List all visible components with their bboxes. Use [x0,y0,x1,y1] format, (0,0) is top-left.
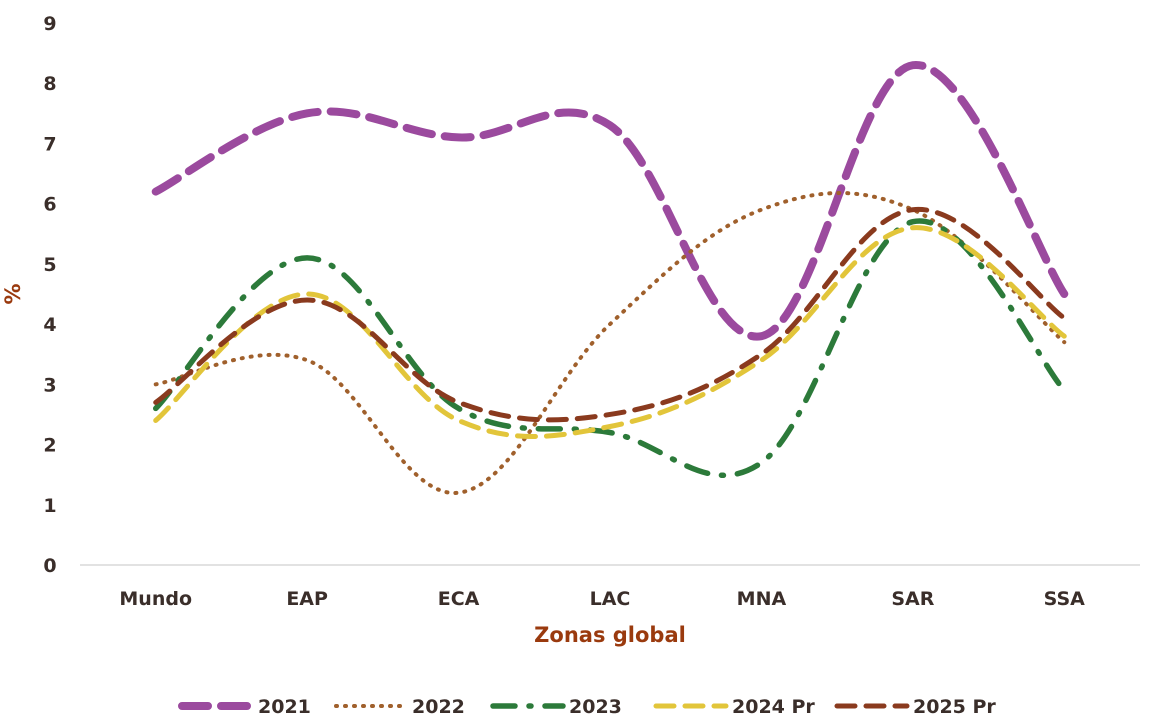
series-line-2022 [153,191,1067,495]
y-tick-label: 6 [43,194,56,216]
legend: 2021 2022 2023 2024 Pr 2025 Pr [178,696,996,715]
y-tick-label: 4 [43,314,56,336]
legend-label: 2021 [258,696,311,715]
x-tick-label: Mundo [119,588,192,610]
x-tick-label: SAR [891,588,934,610]
series-line-2025-pr [153,207,1067,423]
y-axis-ticks: 0 1 2 3 4 5 6 7 8 9 [43,13,56,577]
series-line-2021 [151,61,1069,341]
x-tick-label: MNA [737,588,787,610]
x-tick-label: LAC [590,588,631,610]
y-tick-label: 2 [43,435,56,457]
y-tick-label: 5 [43,254,56,276]
x-tick-label: EAP [286,588,328,610]
x-tick-label: SSA [1044,588,1086,610]
y-tick-label: 1 [43,495,56,517]
x-axis-title: Zonas global [534,623,686,647]
series-line-2023 [152,218,1068,478]
x-axis-ticks: Mundo EAP ECA LAC MNA SAR SSA [119,588,1085,610]
x-tick-label: ECA [438,588,480,610]
y-axis-title: % [1,283,25,304]
y-tick-label: 3 [43,374,56,396]
series-lines [151,61,1069,495]
y-tick-label: 8 [43,73,56,95]
series-line-2024-pr [153,225,1067,439]
legend-label: 2024 Pr [732,696,815,715]
y-tick-label: 7 [43,133,56,155]
y-tick-label: 9 [43,13,56,35]
y-tick-label: 0 [43,555,56,577]
legend-label: 2022 [412,696,465,715]
legend-label: 2025 Pr [913,696,996,715]
legend-label: 2023 [569,696,622,715]
